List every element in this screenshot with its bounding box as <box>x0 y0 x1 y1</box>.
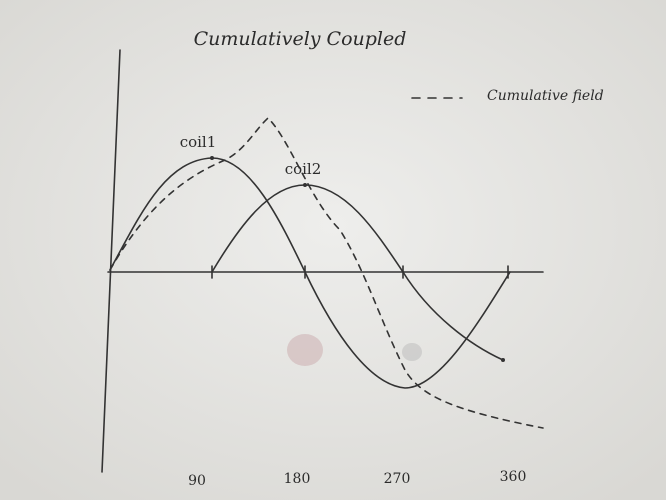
peak-dot <box>210 156 214 160</box>
smudge <box>287 334 323 366</box>
title: Cumulatively Coupled <box>194 28 407 50</box>
coil1-curve <box>109 157 511 389</box>
tick-label: 180 <box>284 471 311 487</box>
tick-label: 270 <box>384 471 411 487</box>
end-dot <box>501 358 505 362</box>
tick-label: 90 <box>188 473 206 489</box>
cumulative-field-curve <box>109 117 544 429</box>
coil2-curve <box>211 184 504 361</box>
tick-label: 360 <box>500 469 527 485</box>
curve-label: coil2 <box>285 160 322 178</box>
y-axis <box>101 49 121 473</box>
legend-label: Cumulative field <box>487 88 604 104</box>
curve-label: coil1 <box>180 133 217 151</box>
peak-dot <box>303 183 307 187</box>
smudge <box>402 343 422 361</box>
